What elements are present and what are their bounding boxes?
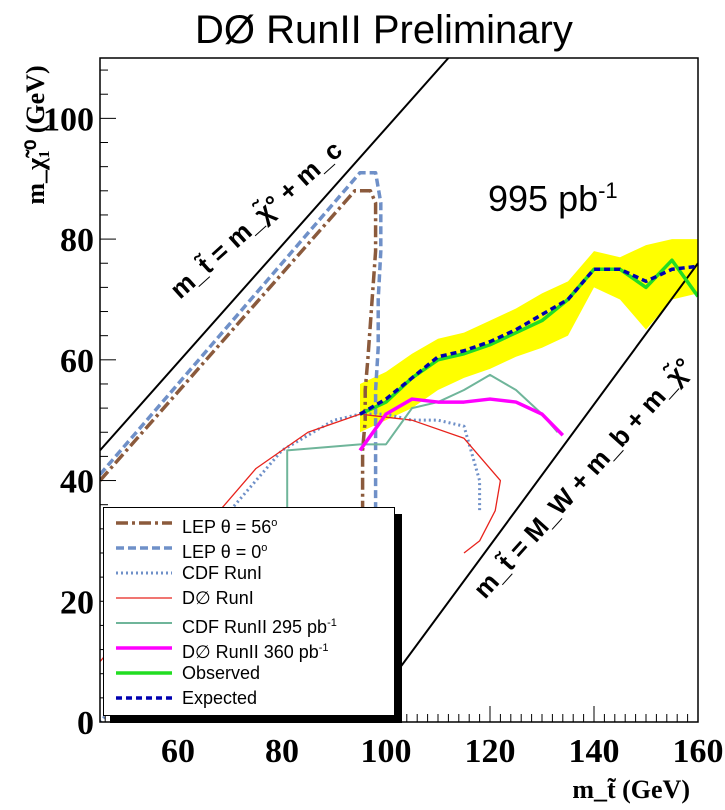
kinematic-label-lower: m_t̃ = M_W + m_b + m_χ̃° <box>467 352 698 604</box>
legend: LEP θ = 56o LEP θ = 0o CDF RunI D∅ RunI CDF … <box>103 507 395 716</box>
legend-swatch-expected <box>116 696 172 700</box>
legend-label: LEP θ = 56o <box>182 517 278 537</box>
legend-item-observed: Observed <box>104 662 394 684</box>
legend-label: CDF RunI <box>182 563 263 583</box>
x-tick-label: 140 <box>569 733 620 770</box>
series-line-observed <box>359 258 698 416</box>
kinematic-line-lower <box>359 262 698 722</box>
legend-label: D∅ RunI <box>182 588 254 608</box>
legend-label-sup: -1 <box>318 642 329 654</box>
x-tick-label: 100 <box>361 733 412 770</box>
chart-title: DØ RunII Preliminary <box>195 8 573 52</box>
legend-label: CDF RunII 295 pb-1 <box>182 617 337 637</box>
legend-swatch-lep0 <box>116 546 172 550</box>
legend-item-lep0: LEP θ = 0o <box>104 537 394 562</box>
band-expected-1sigma <box>360 239 698 433</box>
y-tick-label: 0 <box>77 705 94 742</box>
y-tick-label: 40 <box>60 464 94 501</box>
legend-swatch-cdf1 <box>116 571 172 575</box>
legend-item-d0_2: D∅ RunII 360 pb-1 <box>104 637 394 662</box>
legend-item-cdf1: CDF RunI <box>104 562 394 584</box>
x-axis-label: m_t̃ (GeV) <box>572 775 690 804</box>
legend-label: Observed <box>182 663 261 683</box>
legend-label: Expected <box>182 688 258 708</box>
luminosity-label: 995 pb-1 <box>488 178 618 220</box>
x-tick-label: 120 <box>465 733 516 770</box>
y-tick-label: 100 <box>43 101 94 138</box>
legend-label-sup: o <box>261 542 268 554</box>
luminosity-value: 995 pb <box>488 178 599 219</box>
legend-item-expected: Expected <box>104 687 394 709</box>
x-tick-label: 60 <box>161 733 195 770</box>
legend-label-sup: -1 <box>327 617 337 629</box>
luminosity-exponent: -1 <box>598 178 618 203</box>
legend-swatch-cdf2 <box>116 622 172 624</box>
legend-swatch-d0_1 <box>116 597 172 599</box>
y-tick-label: 80 <box>60 222 94 259</box>
kinematic-line-upper <box>100 58 450 452</box>
series-line-d0_2 <box>358 397 565 452</box>
legend-swatch-lep56 <box>116 521 172 525</box>
legend-label: D∅ RunII 360 pb-1 <box>182 642 329 662</box>
y-axis-label: m_χ̃₁⁰ (GeV) <box>21 65 50 204</box>
legend-item-cdf2: CDF RunII 295 pb-1 <box>104 612 394 637</box>
legend-swatch-d0_2 <box>116 646 172 650</box>
series-line-expected <box>359 264 698 416</box>
legend-label: LEP θ = 0o <box>182 542 268 562</box>
x-tick-label: 80 <box>265 733 299 770</box>
y-tick-label: 20 <box>60 584 94 621</box>
plot-frame <box>99 57 699 723</box>
y-tick-label: 60 <box>60 343 94 380</box>
legend-item-lep56: LEP θ = 56o <box>104 512 394 537</box>
legend-swatch-observed <box>116 671 172 675</box>
x-tick-label: 160 <box>673 733 724 770</box>
legend-label-sup: o <box>271 517 278 529</box>
legend-item-d0_1: D∅ RunI <box>104 587 394 609</box>
